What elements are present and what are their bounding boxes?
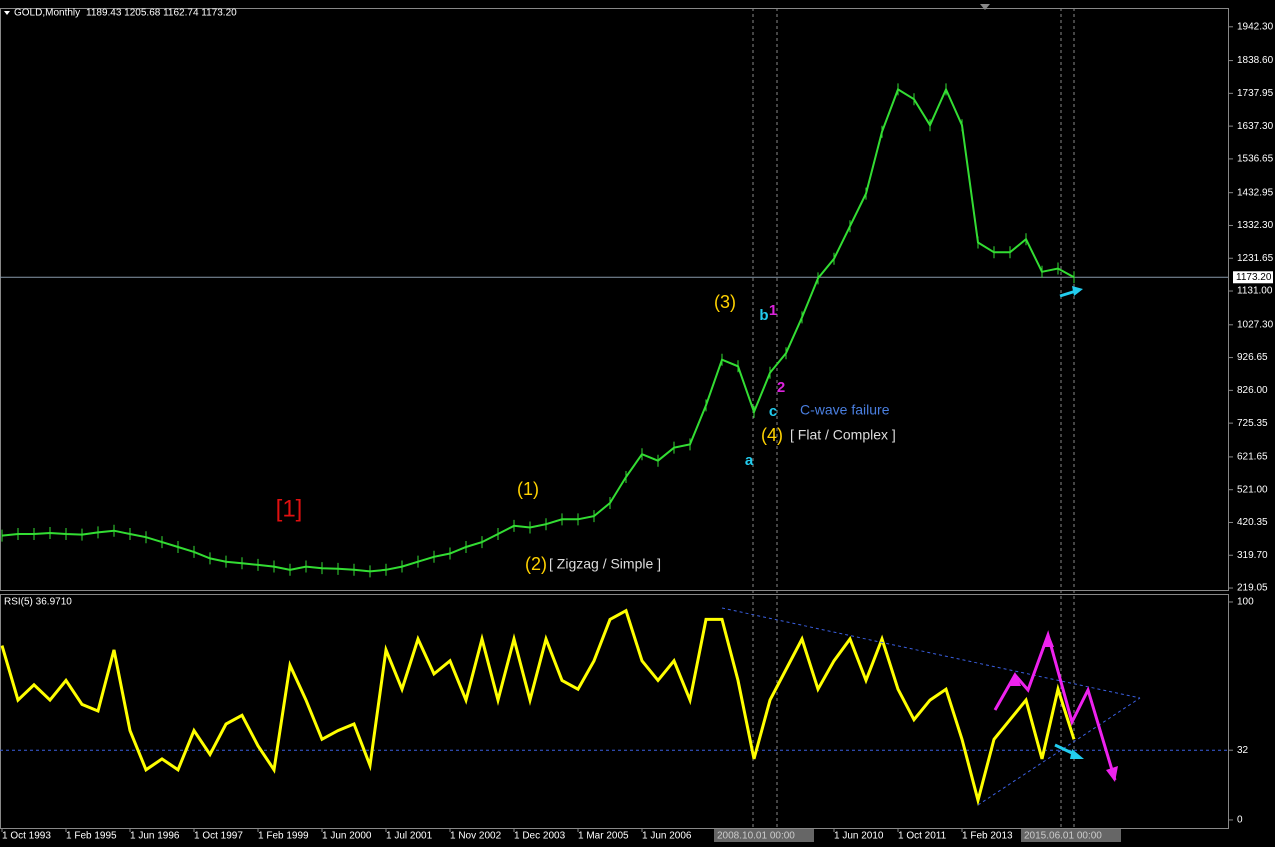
pattern-label: [ Flat / Complex ] bbox=[790, 427, 896, 443]
wave-label: 2 bbox=[777, 379, 785, 396]
wave-label: (2) bbox=[525, 554, 547, 574]
y-tick-label: 1432.95 bbox=[1237, 187, 1274, 198]
ohlc-text: 1189.43 1205.68 1162.74 1173.20 bbox=[86, 8, 237, 19]
menu-arrow[interactable] bbox=[4, 11, 10, 15]
y-tick-label: 1131.00 bbox=[1237, 286, 1273, 297]
cursor-lines bbox=[752, 8, 1075, 828]
pattern-label: [ Zigzag / Simple ] bbox=[549, 556, 661, 572]
y-tick-label: 1637.30 bbox=[1237, 121, 1274, 132]
x-tick-label: 1 Feb 1999 bbox=[258, 831, 309, 842]
y-tick-label: 1332.30 bbox=[1237, 220, 1274, 231]
y-tick-label: 1027.30 bbox=[1237, 319, 1274, 330]
wave-label: (4) bbox=[761, 425, 783, 445]
last-price-label: 1173.20 bbox=[1236, 272, 1272, 283]
y-tick-label: 826.00 bbox=[1237, 385, 1268, 396]
arrow-head bbox=[1072, 286, 1083, 296]
y-tick-label: 621.65 bbox=[1237, 452, 1268, 463]
y-tick-label: 32 bbox=[1237, 745, 1249, 756]
y-tick-label: 219.05 bbox=[1237, 583, 1268, 594]
x-tick-label: 1 Oct 1993 bbox=[2, 831, 51, 842]
cursor-label-box bbox=[714, 829, 814, 842]
rsi-title: RSI(5) 36.9710 bbox=[4, 597, 72, 608]
price-panel bbox=[0, 8, 1229, 591]
y-tick-label: 0 bbox=[1237, 815, 1243, 826]
wave-label: a bbox=[745, 452, 754, 469]
x-tick-label: 1 Jun 2006 bbox=[642, 831, 692, 842]
series-line bbox=[1, 86, 1075, 573]
y-tick-label: 1942.30 bbox=[1237, 21, 1274, 32]
note-label: C-wave failure bbox=[800, 402, 890, 418]
x-tick-label: 1 Oct 1997 bbox=[194, 831, 243, 842]
x-tick-label: 1 Jun 1996 bbox=[130, 831, 180, 842]
arrow-head bbox=[1106, 766, 1118, 782]
x-tick-label: 1 Dec 2003 bbox=[514, 831, 566, 842]
y-tick-label: 725.35 bbox=[1237, 418, 1268, 429]
x-tick-label: 1 Oct 2011 bbox=[898, 831, 947, 842]
x-tick-label: 1 Jun 2010 bbox=[834, 831, 884, 842]
series-line bbox=[0, 608, 1076, 807]
shift-marker bbox=[980, 4, 990, 10]
x-tick-label: 1 Jul 2001 bbox=[386, 831, 433, 842]
wave-label: 1 bbox=[769, 302, 777, 319]
cursor-label: 2008.10.01 00:00 bbox=[717, 831, 795, 842]
y-tick-label: 1838.60 bbox=[1237, 55, 1274, 66]
x-tick-label: 1 Mar 2005 bbox=[578, 831, 629, 842]
symbol-title: GOLD,Monthly bbox=[14, 8, 80, 19]
x-tick-label: 1 Feb 2013 bbox=[962, 831, 1013, 842]
y-tick-label: 319.70 bbox=[1237, 550, 1268, 561]
y-tick-label: 1231.65 bbox=[1237, 253, 1274, 264]
wave-label: c bbox=[769, 403, 777, 420]
wave-label: b bbox=[759, 307, 768, 324]
trend-line bbox=[721, 607, 1141, 699]
last-price-box bbox=[1233, 271, 1273, 284]
y-tick-label: 1737.95 bbox=[1237, 88, 1274, 99]
cursor-label-box bbox=[1021, 829, 1121, 842]
rsi-panel bbox=[0, 594, 1229, 829]
y-tick-label: 521.00 bbox=[1237, 484, 1268, 495]
wave-label: (3) bbox=[714, 292, 736, 312]
annotations: [1] (1) (2) [ Zigzag / Simple ] (3) b 1 … bbox=[276, 292, 896, 574]
wave-label: [1] bbox=[276, 495, 303, 522]
trend-line bbox=[977, 697, 1141, 806]
arrow-head bbox=[1070, 749, 1084, 759]
arrow-head bbox=[1009, 672, 1021, 686]
y-tick-label: 100 bbox=[1237, 597, 1254, 608]
cursor-label: 2015.06.01 00:00 bbox=[1024, 831, 1102, 842]
arrow-head bbox=[1042, 632, 1054, 647]
drawings bbox=[721, 286, 1141, 806]
x-tick-label: 1 Feb 1995 bbox=[66, 831, 117, 842]
x-tick-label: 1 Nov 2002 bbox=[450, 831, 502, 842]
y-tick-label: 926.65 bbox=[1237, 352, 1268, 363]
y-tick-label: 420.35 bbox=[1237, 517, 1268, 528]
y-tick-label: 1536.65 bbox=[1237, 154, 1274, 165]
x-tick-label: 1 Jun 2000 bbox=[322, 831, 372, 842]
wave-label: (1) bbox=[517, 479, 539, 499]
